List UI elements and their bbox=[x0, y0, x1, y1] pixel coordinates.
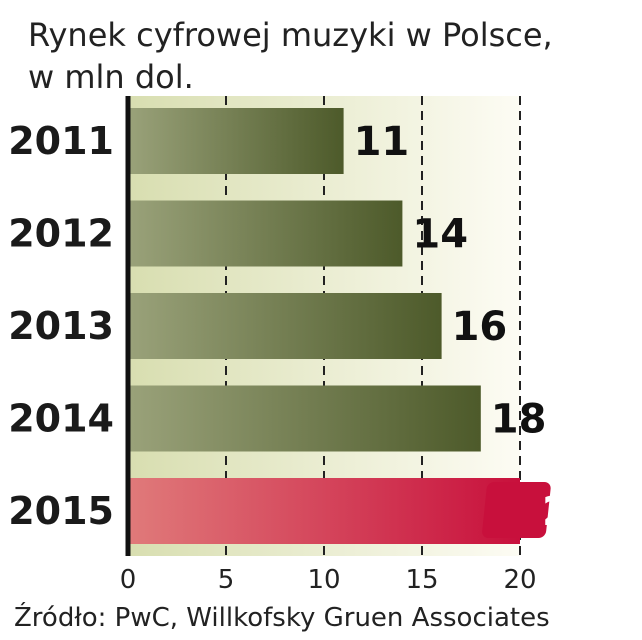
category-label-2015: 2015 bbox=[8, 489, 114, 533]
category-label-2012: 2012 bbox=[8, 212, 114, 256]
bars: 2011 11 2012 14 2013 16 2014 18 2015 20 bbox=[8, 108, 598, 544]
value-label-2011: 11 bbox=[354, 119, 410, 165]
value-label-2015: 20 bbox=[542, 489, 598, 535]
value-label-2013: 16 bbox=[452, 304, 508, 350]
x-tick-label-15: 15 bbox=[405, 565, 438, 595]
value-badge-2015 bbox=[482, 482, 551, 538]
chart-title-line-2: w mln dol. bbox=[28, 58, 194, 96]
x-tick-label-10: 10 bbox=[307, 565, 340, 595]
category-label-2014: 2014 bbox=[8, 397, 114, 441]
category-label-2011: 2011 bbox=[8, 119, 114, 163]
bar-2011 bbox=[128, 108, 344, 174]
chart-title-line-1: Rynek cyfrowej muzyki w Polsce, bbox=[28, 16, 553, 54]
value-label-2012: 14 bbox=[412, 212, 468, 258]
x-tick-label-0: 0 bbox=[120, 565, 137, 595]
bar-2015 bbox=[128, 478, 520, 544]
bar-2013 bbox=[128, 293, 442, 359]
value-label-2014: 18 bbox=[491, 397, 547, 443]
x-axis-ticks: 0 5 10 15 20 bbox=[120, 565, 537, 595]
category-label-2013: 2013 bbox=[8, 304, 114, 348]
bar-2014 bbox=[128, 385, 481, 452]
source-note: Źródło: PwC, Willkofsky Gruen Associates bbox=[14, 601, 550, 633]
x-tick-label-5: 5 bbox=[218, 565, 235, 595]
bar-2012 bbox=[128, 200, 403, 267]
x-tick-label-20: 20 bbox=[503, 565, 536, 595]
